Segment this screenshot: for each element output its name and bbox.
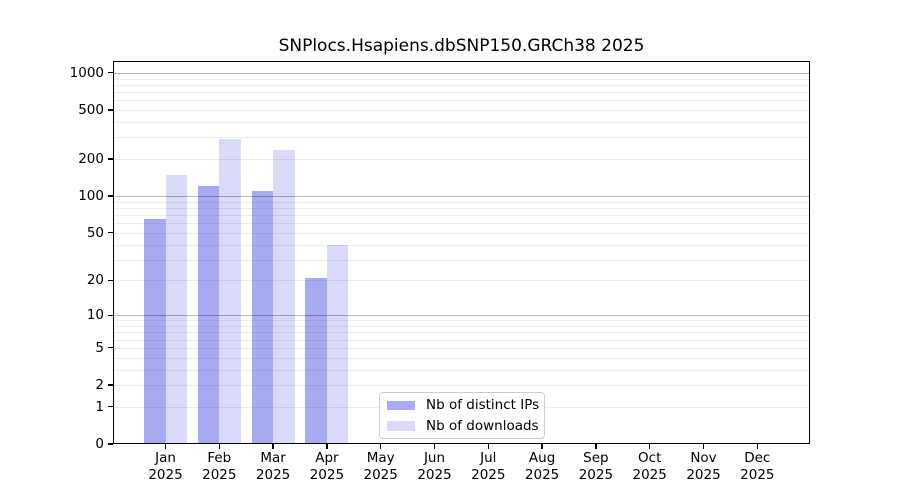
x-axis-tick-label: Jan 2025 <box>148 450 183 483</box>
x-axis-tick-mark <box>541 444 543 449</box>
x-axis-tick-label: Nov 2025 <box>686 450 721 483</box>
y-axis-tick-label: 1 <box>95 398 104 415</box>
y-axis-tick-mark <box>108 109 113 111</box>
legend: Nb of distinct IPs Nb of downloads <box>379 392 545 439</box>
bar-distinct-ips-mar <box>251 191 274 444</box>
y-axis-tick-mark <box>108 279 113 282</box>
bar-distinct-ips-apr <box>305 277 327 444</box>
x-axis-tick-label: Mar 2025 <box>255 450 291 483</box>
x-axis-tick-mark <box>326 444 328 449</box>
legend-label: Nb of downloads <box>426 417 539 434</box>
bar-downloads-jan <box>165 174 187 444</box>
x-axis-tick-mark <box>756 444 758 449</box>
y-axis-tick-label: 2 <box>95 377 104 393</box>
x-axis-tick-label: Sep 2025 <box>578 450 614 483</box>
x-axis-tick-mark <box>380 444 382 449</box>
y-axis-tick-mark <box>108 314 113 316</box>
y-axis-tick-mark <box>108 195 113 197</box>
legend-swatch-distinct-ips <box>387 400 415 410</box>
x-axis-tick-label: May 2025 <box>363 450 398 483</box>
y-axis-tick-mark <box>108 347 113 349</box>
y-axis-tick-label: 5 <box>95 339 104 356</box>
x-axis-tick-mark <box>272 444 274 449</box>
bar-downloads-apr <box>326 244 349 444</box>
legend-item: Nb of downloads <box>387 417 539 435</box>
y-axis-tick-label: 1000 <box>69 64 104 81</box>
y-axis-tick-mark <box>108 443 113 445</box>
legend-item: Nb of distinct IPs <box>387 397 540 414</box>
x-axis-tick-mark <box>433 444 436 449</box>
plot-area <box>113 61 810 444</box>
y-axis-tick-label: 100 <box>78 188 104 205</box>
legend-label: Nb of distinct IPs <box>426 397 540 414</box>
bar-downloads-feb <box>219 139 241 444</box>
y-axis-tick-mark <box>108 72 113 74</box>
y-axis-tick-label: 50 <box>86 224 104 241</box>
x-axis-tick-mark <box>164 444 167 449</box>
bars-layer <box>113 61 810 444</box>
y-axis-tick-label: 10 <box>86 307 104 324</box>
bar-downloads-mar <box>273 149 295 444</box>
y-axis-tick-label: 20 <box>86 272 104 289</box>
y-axis-tick-mark <box>108 384 113 386</box>
chart-title: SNPlocs.Hsapiens.dbSNP150.GRCh38 2025 <box>278 36 645 56</box>
y-axis-tick-mark <box>108 406 113 408</box>
y-axis-tick-mark <box>108 232 113 234</box>
x-axis-tick-mark <box>595 444 597 449</box>
legend-swatch-downloads <box>387 421 415 431</box>
bar-distinct-ips-jan <box>144 218 166 444</box>
x-axis-tick-label: Jul 2025 <box>471 450 506 483</box>
y-axis-tick-mark <box>108 158 113 160</box>
x-axis-tick-mark <box>218 444 220 449</box>
x-axis-tick-mark <box>487 444 489 449</box>
y-axis-tick-label: 0 <box>95 436 104 452</box>
x-axis-tick-label: Oct 2025 <box>632 450 667 483</box>
x-axis-tick-label: Jun 2025 <box>417 450 452 483</box>
y-axis-tick-label: 200 <box>78 151 104 168</box>
x-axis-tick-label: Dec 2025 <box>740 450 775 483</box>
x-axis-tick-mark <box>649 444 651 449</box>
x-axis-tick-mark <box>702 444 705 449</box>
y-axis-tick-label: 500 <box>78 102 104 118</box>
bar-distinct-ips-feb <box>197 185 220 444</box>
x-axis-tick-label: Apr 2025 <box>309 450 345 483</box>
x-axis-tick-label: Feb 2025 <box>202 450 237 483</box>
x-axis-tick-label: Aug 2025 <box>524 450 560 483</box>
